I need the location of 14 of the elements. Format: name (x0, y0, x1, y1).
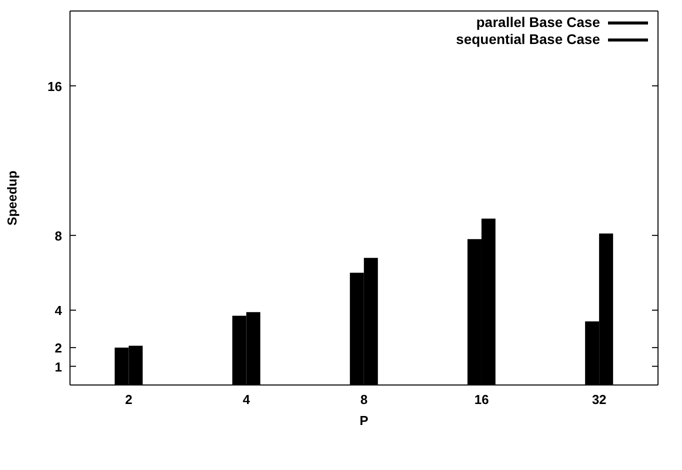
y-tick-label: 4 (54, 303, 63, 318)
legend-label: sequential Base Case (456, 31, 600, 48)
y-axis-title: Speedup (4, 170, 20, 226)
x-tick-label: 16 (474, 392, 489, 408)
x-axis-title: P (360, 413, 369, 428)
y-tick-label: 2 (54, 340, 62, 356)
x-tick-label: 32 (592, 392, 606, 408)
x-tick-label: 8 (360, 392, 368, 408)
y-tick-label: 8 (54, 228, 62, 244)
x-tick-label: 4 (242, 392, 251, 408)
legend-label: parallel Base Case (476, 14, 600, 31)
y-tick-label: 16 (48, 78, 62, 94)
y-tick-label: 1 (54, 359, 62, 374)
x-tick-label: 2 (125, 392, 132, 408)
